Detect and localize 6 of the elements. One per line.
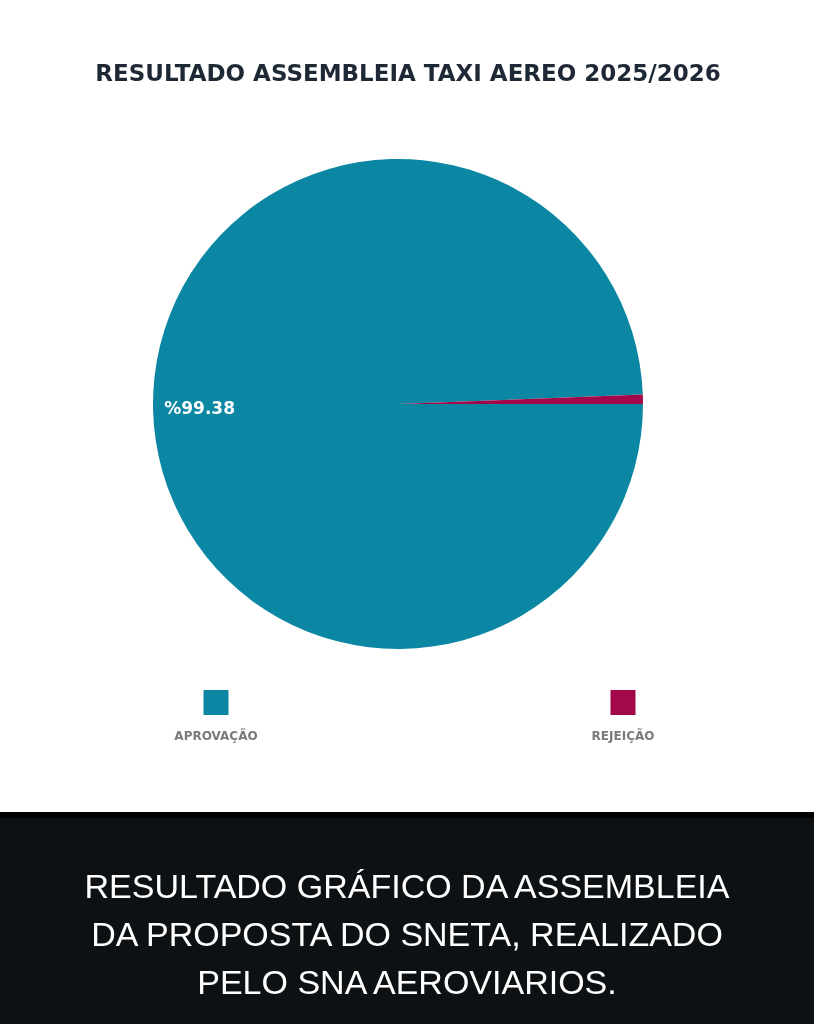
data-label: %99.38	[164, 397, 235, 418]
legend-label: APROVAÇÃO	[174, 728, 258, 743]
legend-label: REJEIÇÃO	[591, 728, 655, 743]
chart-title: RESULTADO ASSEMBLEIA TAXI AEREO 2025/2026	[95, 60, 721, 86]
pie-slice	[153, 159, 643, 649]
text: RESULTADO GRÁFICO DA ASSEMBLEIA DA PROPOSTA DO SNETA, REALIZADO PELO SNA AEROVIARIOS.	[84, 867, 730, 1001]
